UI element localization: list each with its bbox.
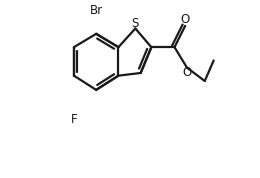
Text: O: O	[182, 66, 192, 80]
Text: Br: Br	[90, 4, 103, 17]
Text: O: O	[180, 13, 190, 26]
Text: F: F	[71, 113, 77, 126]
Text: S: S	[132, 17, 139, 30]
